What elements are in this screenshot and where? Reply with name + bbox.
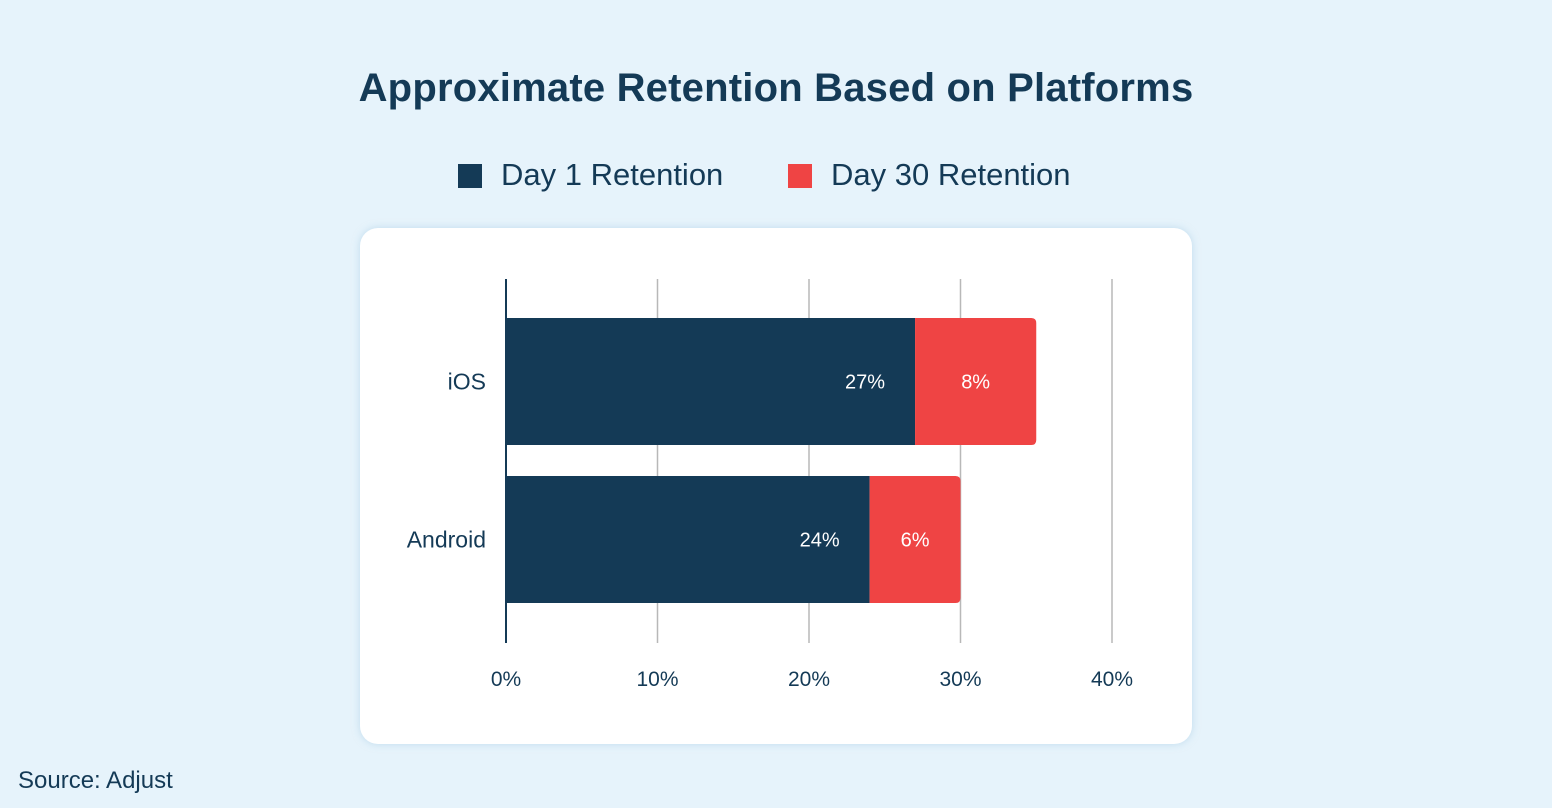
legend-swatch-day-1 [458,164,482,188]
data-label-android-day-30-retention: 6% [901,530,930,552]
x-tick-label-20: 20% [788,668,830,691]
legend-label-day-1: Day 1 Retention [501,157,724,192]
chart-card: 27% 8% iOS 24% 6% Android 0% 10% 20% 30% 40% [360,228,1192,744]
bar-chart: 27% 8% iOS 24% 6% Android 0% 10% 20% 30% 40% [407,279,1133,691]
x-tick-label-10: 10% [636,668,678,691]
category-label-ios: iOS [448,369,486,395]
bar-ios-day-1-retention [506,318,916,445]
source-note: Source: Adjust [18,767,173,794]
chart-legend: Day 1 Retention Day 30 Retention [0,156,1552,196]
data-label-ios-day-30-retention: 8% [961,372,990,394]
x-tick-label-0: 0% [491,668,521,691]
bar-ios-day-30-retention [915,318,1037,445]
x-tick-label-30: 30% [939,668,981,691]
legend-swatch-day-30 [788,164,812,188]
data-label-ios-day-1-retention: 27% [845,372,885,394]
chart-title: Approximate Retention Based on Platforms [358,66,1194,110]
x-tick-label-40: 40% [1091,668,1133,691]
category-label-android: Android [407,527,486,553]
legend-label-day-30: Day 30 Retention [831,157,1071,192]
bar-android-day-30-retention [869,476,961,603]
data-label-android-day-1-retention: 24% [800,530,840,552]
bar-android-day-1-retention [506,476,870,603]
